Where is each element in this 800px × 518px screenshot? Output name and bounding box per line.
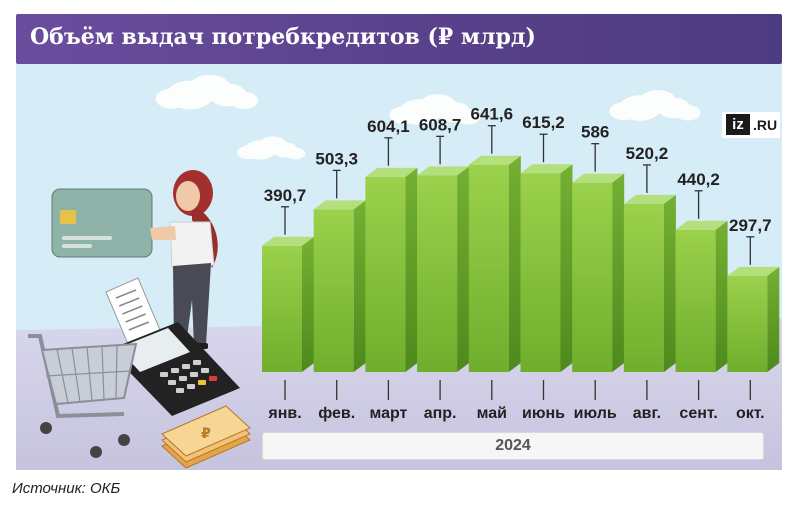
category-label: авг. — [633, 405, 661, 422]
bar-front — [572, 182, 613, 372]
bar-3: 604,1 март — [365, 117, 418, 422]
bar-top — [262, 236, 314, 246]
bar-side — [612, 173, 625, 372]
category-label: июль — [574, 405, 617, 422]
woman-with-card — [150, 170, 218, 349]
bar-9: 440,2 сент. — [675, 170, 728, 422]
bar-2: 503,3 фев. — [313, 149, 366, 422]
chart-title: Объём выдач потребкредитов (₽ млрд) — [30, 24, 536, 50]
category-label: апр. — [424, 405, 457, 422]
bar-side — [663, 194, 676, 372]
bar-front — [623, 203, 664, 372]
bar-front — [468, 164, 509, 372]
bar-10: 297,7 окт. — [727, 216, 780, 422]
illustration-group: ₽ — [28, 170, 251, 469]
bars-group: 390,7 янв. 503,3 фев. 604,1 март 608,7 апр. 641,… — [262, 105, 780, 422]
bar-7: 586 июль — [572, 123, 625, 422]
cloud — [389, 94, 481, 125]
logo-mark: iz — [726, 114, 750, 135]
bar-top — [572, 173, 625, 183]
bar-top — [520, 164, 573, 174]
bar-top — [727, 266, 780, 276]
cloud — [237, 136, 306, 160]
bar-front — [313, 209, 354, 372]
bar-1: 390,7 янв. — [262, 186, 314, 422]
category-label: янв. — [267, 405, 301, 422]
category-label: окт. — [736, 405, 765, 422]
bank-card-icon — [51, 188, 153, 258]
ruble-money-stack-icon: ₽ — [161, 405, 251, 469]
title-bar: Объём выдач потребкредитов (₽ млрд) — [16, 14, 782, 64]
cloud — [155, 74, 259, 110]
svg-text:₽: ₽ — [201, 426, 211, 442]
value-label: 615,2 — [522, 113, 565, 132]
bar-top — [417, 166, 470, 176]
value-label: 520,2 — [626, 144, 669, 163]
bar-side — [715, 220, 728, 372]
bar-front — [520, 173, 561, 372]
bar-top — [365, 167, 418, 177]
source-note: Источник: ОКБ — [12, 480, 121, 497]
bar-front — [727, 275, 768, 372]
bar-8: 520,2 авг. — [623, 144, 676, 422]
bar-side — [405, 167, 418, 372]
bar-side — [560, 164, 573, 372]
bar-top — [468, 155, 521, 165]
category-label: май — [477, 405, 507, 422]
bar-5: 641,6 май — [468, 105, 521, 422]
bar-side — [508, 155, 521, 372]
year-band: 2024 — [262, 432, 764, 460]
value-label: 604,1 — [367, 117, 410, 136]
bar-top — [313, 200, 366, 210]
bar-front — [417, 175, 458, 372]
bar-front — [262, 245, 302, 372]
value-label: 297,7 — [729, 216, 772, 235]
cloud — [609, 90, 701, 121]
bar-side — [302, 236, 314, 372]
bar-top — [623, 194, 676, 204]
bar-side — [457, 166, 470, 372]
value-label: 503,3 — [315, 149, 358, 168]
value-label: 641,6 — [471, 105, 514, 124]
value-label: 440,2 — [677, 170, 720, 189]
value-label: 608,7 — [419, 115, 462, 134]
bar-front — [675, 229, 716, 372]
bar-4: 608,7 апр. — [417, 115, 470, 422]
category-label: март — [369, 405, 407, 422]
category-label: сент. — [679, 405, 717, 422]
category-label: июнь — [522, 405, 565, 422]
value-label: 390,7 — [264, 186, 307, 205]
bar-front — [365, 176, 406, 372]
logo-suffix: .RU — [753, 117, 778, 133]
bar-6: 615,2 июнь — [520, 113, 573, 422]
category-label: фев. — [318, 405, 355, 422]
shopping-cart-icon — [28, 334, 138, 458]
payment-terminal-icon — [108, 322, 240, 416]
bar-side — [353, 200, 366, 372]
bar-top — [675, 220, 728, 230]
izvestia-logo: iz .RU — [722, 112, 780, 138]
value-label: 586 — [581, 123, 609, 142]
bar-side — [767, 266, 780, 372]
